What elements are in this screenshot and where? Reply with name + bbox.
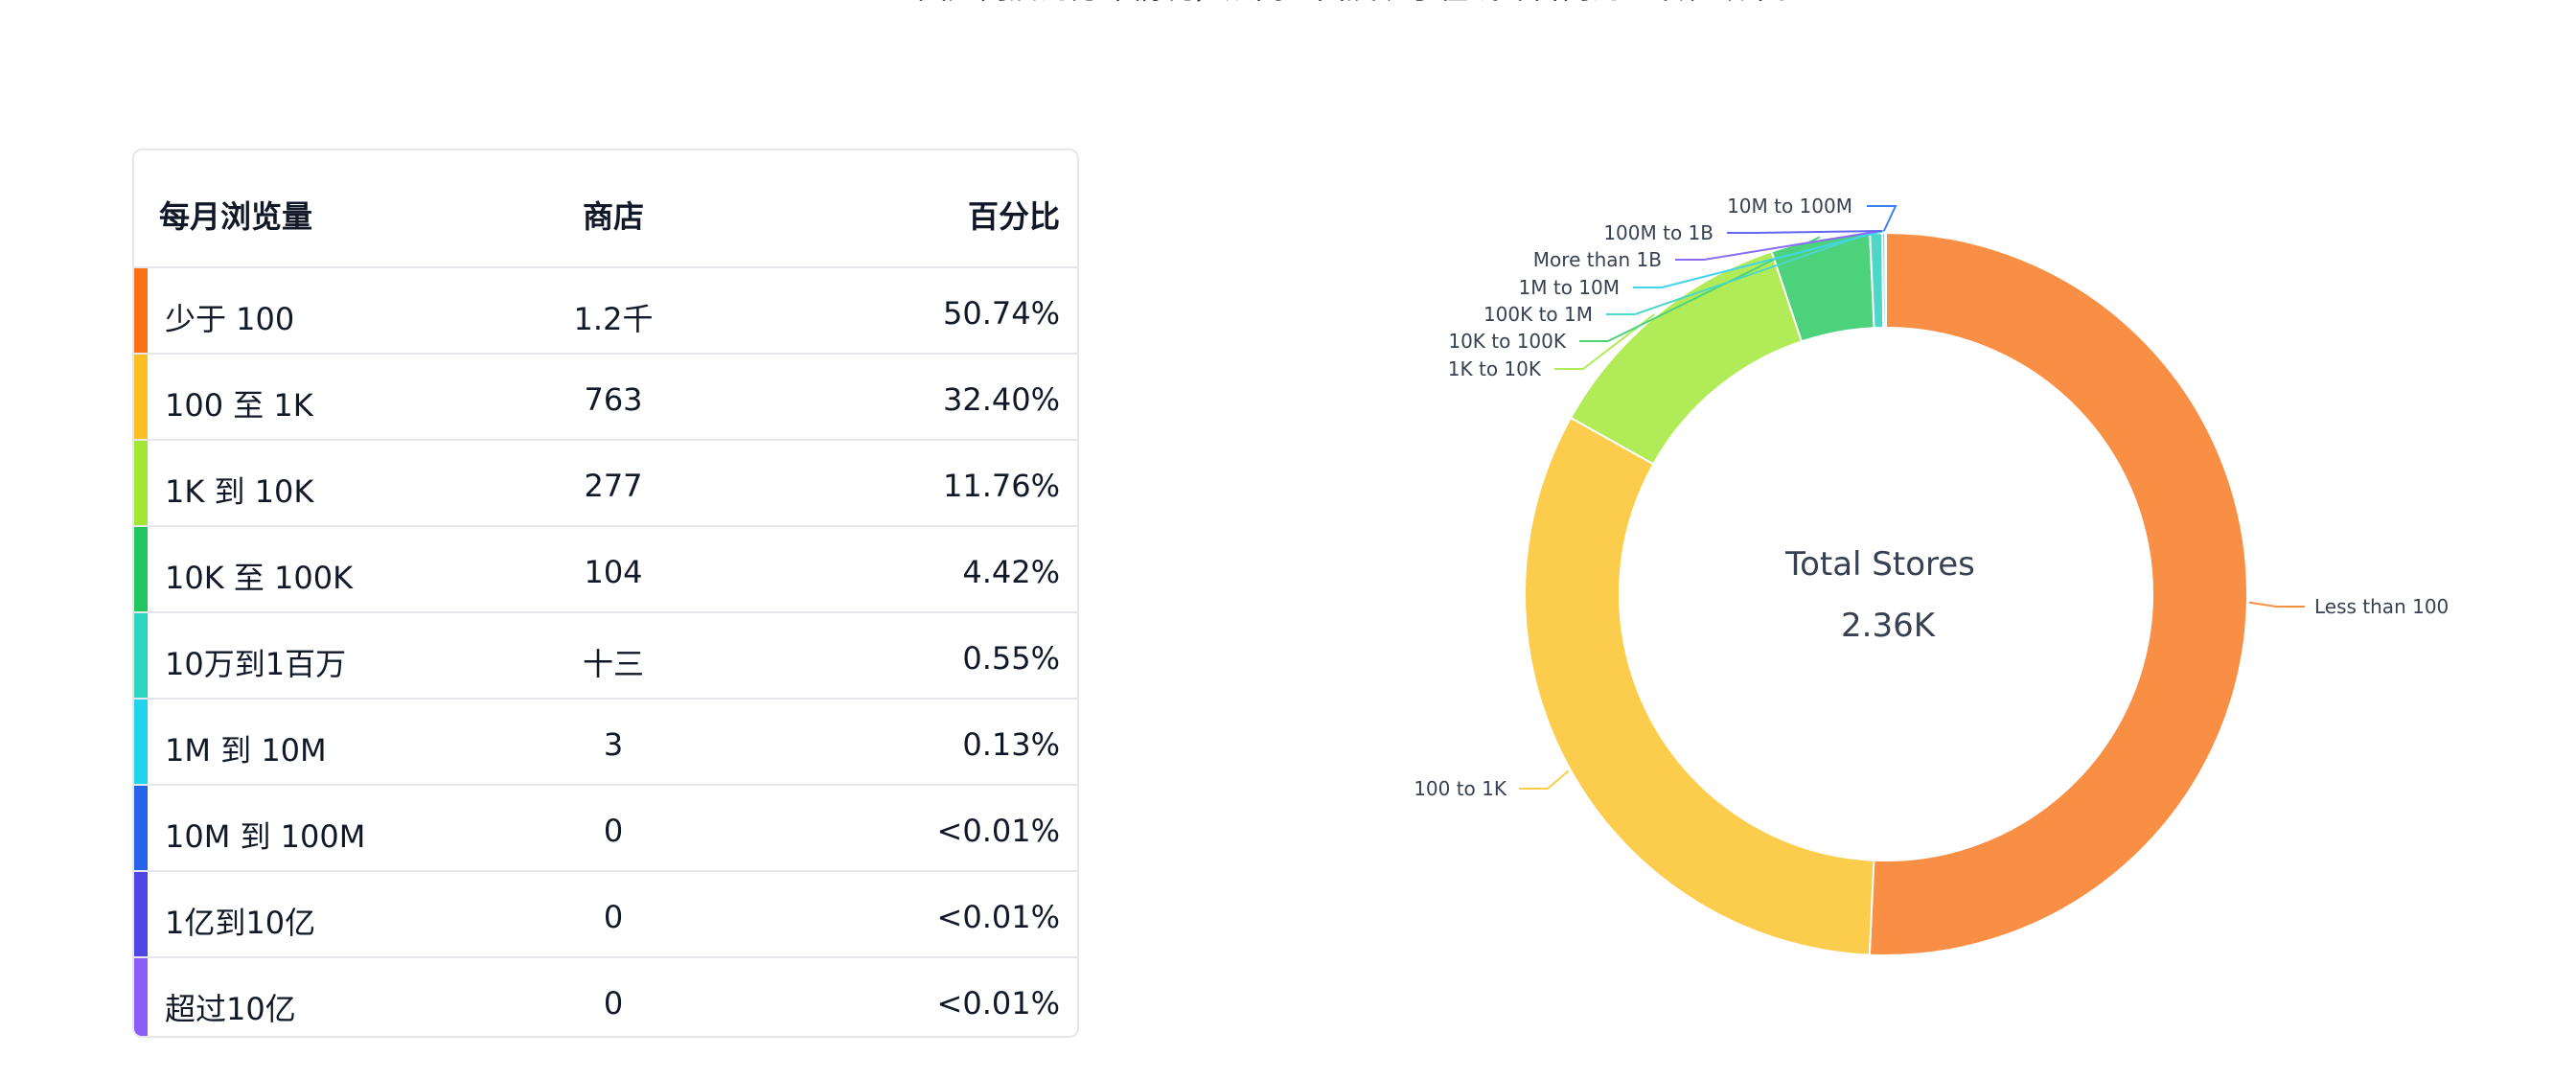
table-row: 1K 到 10K 277 11.76% [134,441,1077,527]
col-header-percent: 百分比 [967,198,1060,235]
col-header-stores: 商店 [582,198,644,235]
cell-stores: 0 [603,899,624,935]
slice-100-to-1k[interactable] [1523,416,1875,956]
row-color-swatch [134,355,148,439]
cell-percent: 0.55% [962,640,1060,677]
leader-line-more-than-1b [1675,230,1881,261]
cell-percent: <0.01% [936,813,1060,849]
donut-slices [1523,231,2249,956]
slice-label-more-than-1b: More than 1B [1533,248,1662,271]
table-row: 10K 至 100K 104 4.42% [134,527,1077,613]
col-header-views: 每月浏览量 [159,198,313,235]
leader-line-less-than-100 [2248,601,2305,608]
cell-percent: 32.40% [942,381,1060,418]
slice-label-100-to-1k: 100 to 1K [1414,777,1507,800]
views-table: 每月浏览量 商店 百分比 少于 100 1.2千 50.74% 100 至 1K 76… [132,149,1079,1038]
cell-stores: 3 [603,726,624,763]
cell-percent: 11.76% [942,468,1060,504]
table-row: 100 至 1K 763 32.40% [134,355,1077,441]
cell-views: 1亿到10亿 [165,905,316,941]
row-color-swatch [134,700,148,784]
cell-stores: 0 [603,985,624,1022]
row-color-swatch [134,958,148,1036]
center-value: 2.36K [1841,607,1937,645]
description-text: 国产商店的分布情况，从而全面展现了在线零售商的业绩和效率。 [0,0,2576,8]
cell-percent: <0.01% [936,985,1060,1022]
table-row: 1亿到10亿 0 <0.01% [134,872,1077,958]
row-color-swatch [134,527,148,611]
slice-label-10k-to-100k: 10K to 100K [1448,330,1567,353]
cell-percent: 50.74% [942,295,1060,332]
leader-line-10m-to-100m [1867,205,1898,232]
slice-label-1k-to-10k: 1K to 10K [1448,357,1542,380]
slice-label-1m-to-10m: 1M to 10M [1519,276,1620,299]
table-row: 少于 100 1.2千 50.74% [134,268,1077,355]
slice-label-10m-to-100m: 10M to 100M [1727,195,1852,218]
cell-views: 少于 100 [165,301,295,337]
cell-stores: 277 [584,468,643,504]
cell-views: 10万到1百万 [165,646,347,682]
slice-label-100k-to-1m: 100K to 1M [1484,303,1593,326]
cell-percent: 0.13% [962,726,1060,763]
row-color-swatch [134,441,148,525]
leader-line-1m-to-10m [1633,230,1884,288]
center-title: Total Stores [1784,545,1975,584]
slice-label-less-than-100: Less than 100 [2314,595,2449,618]
leader-line-100m-to-1b [1727,230,1883,234]
cell-stores: 763 [584,381,643,418]
table-body: 少于 100 1.2千 50.74% 100 至 1K 763 32.40% 1K 到 … [134,268,1077,1036]
leader-line-1k-to-10k [1554,313,1655,370]
cell-views: 10M 到 100M [165,818,366,855]
table-header: 每月浏览量 商店 百分比 [134,150,1077,268]
row-color-swatch [134,613,148,698]
cell-percent: <0.01% [936,899,1060,935]
row-color-swatch [134,872,148,956]
cell-views: 1M 到 10M [165,732,327,769]
table-row: 10万到1百万 十三 0.55% [134,613,1077,700]
slice-less-than-100[interactable] [1868,231,2249,956]
table-row: 超过10亿 0 <0.01% [134,958,1077,1036]
cell-percent: 4.42% [962,554,1060,590]
leader-line-100k-to-1m [1606,230,1876,315]
cell-views: 100 至 1K [165,387,313,424]
cell-stores: 十三 [582,646,644,682]
slice-label-100m-to-1b: 100M to 1B [1603,221,1714,244]
table-row: 10M 到 100M 0 <0.01% [134,786,1077,872]
row-color-swatch [134,268,148,353]
cell-views: 1K 到 10K [165,473,314,510]
cell-stores: 1.2千 [573,301,654,337]
row-color-swatch [134,786,148,870]
donut-leader-lines: Less than 100 100 to 1K 1K to 10K 10K to 10… [1414,195,2449,800]
leader-line-10k-to-100k [1579,236,1821,342]
table-row: 1M 到 10M 3 0.13% [134,700,1077,786]
cell-views: 超过10亿 [165,991,296,1027]
cell-stores: 104 [584,554,643,590]
cell-views: 10K 至 100K [165,560,354,596]
cell-stores: 0 [603,813,624,849]
leader-line-100-to-1k [1519,769,1570,790]
